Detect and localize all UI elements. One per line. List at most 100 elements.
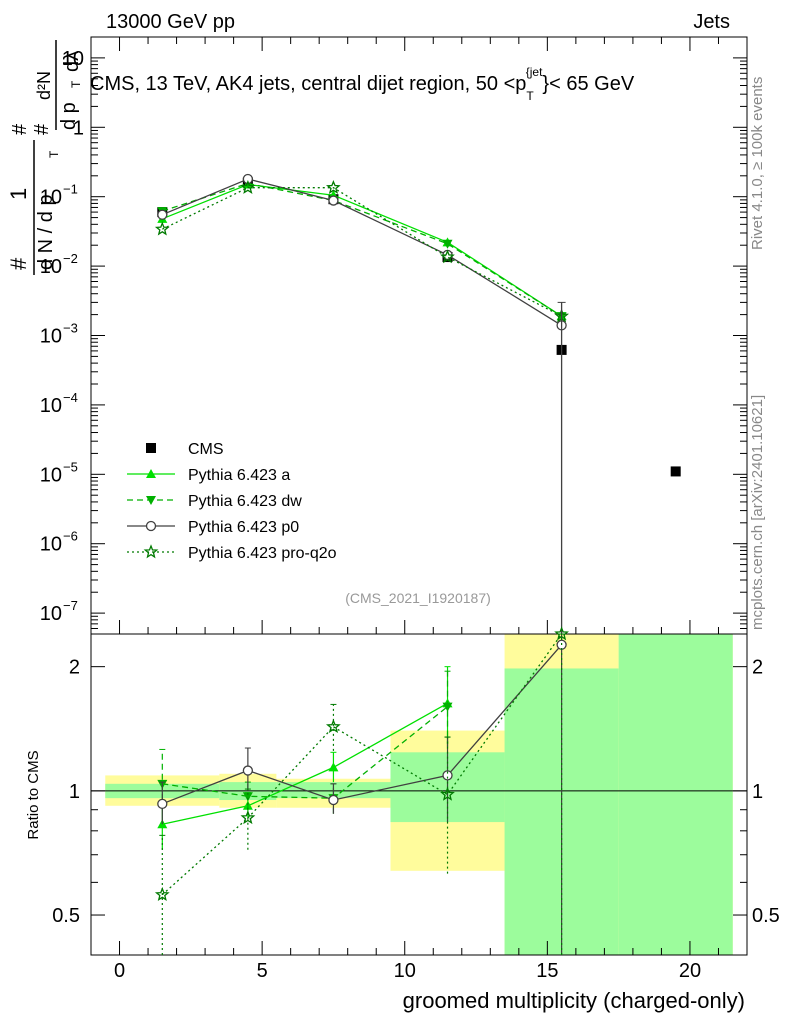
ratio-series	[154, 626, 569, 955]
ratio-data-point	[240, 810, 256, 825]
main-data-point	[240, 179, 256, 194]
legend-label: Pythia 6.423 dw	[188, 493, 302, 510]
ratio-stat-band	[618, 634, 733, 955]
ratio-y-tick-label-right: 1	[752, 781, 763, 803]
ratio-data-point	[154, 886, 170, 902]
ylabel-hash: #	[6, 257, 31, 270]
ratio-series-line	[162, 702, 448, 825]
ratio-bands	[105, 634, 733, 955]
legend: CMS Pythia 6.423 a Pythia 6.423 dw Pythia 6…	[127, 441, 337, 562]
ratio-series-line	[161, 633, 563, 896]
main-y-tick-exponent: −1	[63, 182, 78, 197]
energy-label: 13000 GeV pp	[106, 11, 235, 33]
ratio-series-line	[162, 706, 448, 799]
ratio-x-tick-label: 0	[114, 960, 125, 982]
ratio-axes: 0.5 0.51 12 20 5 10 15 20	[52, 633, 780, 982]
ratio-data-point	[442, 770, 453, 781]
main-data-point	[670, 466, 681, 477]
ratio-data-point	[554, 626, 569, 641]
ratio-data-point	[328, 762, 339, 772]
ylabel-dpt: d p	[58, 102, 80, 130]
ratio-x-tick-label: 5	[257, 960, 268, 982]
main-y-tick-label: 10	[40, 534, 62, 556]
main-title: CMS, 13 TeV, AK4 jets, central dijet reg…	[90, 65, 635, 103]
main-data-point	[157, 209, 168, 220]
main-y-tick-label: 1	[73, 117, 84, 139]
ylabel-t-sub: T	[47, 150, 61, 158]
analysis-watermark: (CMS_2021_I1920187)	[345, 590, 491, 606]
ratio-data-point	[242, 792, 253, 802]
ratio-y-tick-label-right: 0.5	[752, 905, 780, 927]
legend-label: CMS	[188, 441, 224, 458]
main-series-line	[162, 187, 562, 317]
jets-label: Jets	[693, 11, 730, 33]
ratio-series-star-open	[154, 626, 569, 955]
ylabel-hash-3: #	[31, 123, 53, 135]
rivet-version-label: Rivet 4.1.0, ≥ 100k events	[749, 77, 766, 250]
main-y-axis-label: # 1 d N / d p T # d²N # d p T dλ	[6, 40, 83, 275]
ratio-data-point	[328, 794, 339, 806]
ylabel-dlambda: dλ	[61, 51, 83, 72]
ratio-data-point	[242, 765, 254, 776]
ylabel-one: 1	[6, 188, 31, 200]
main-series-triangle-down	[157, 179, 567, 322]
main-y-tick-label: 10	[40, 256, 62, 278]
main-y-tick-label: 10	[40, 187, 62, 209]
ratio-data-point	[442, 702, 453, 712]
ratio-y-tick-label-left: 0.5	[52, 905, 80, 927]
legend-label: Pythia 6.423 p0	[188, 519, 299, 536]
main-title-text: CMS, 13 TeV, AK4 jets, central dijet reg…	[90, 65, 635, 103]
ratio-y-tick-label-right: 2	[752, 657, 763, 679]
legend-label: Pythia 6.423 pro-q2o	[188, 545, 337, 562]
main-series-star-open	[154, 179, 569, 323]
main-series-line	[162, 178, 562, 326]
main-data-point	[442, 239, 453, 249]
x-axis-label: groomed multiplicity (charged-only)	[403, 988, 745, 1013]
main-series-square	[157, 177, 681, 477]
main-series-triangle-up	[157, 179, 567, 321]
main-y-tick-exponent: −5	[63, 459, 78, 474]
ratio-y-axis-label: Ratio to CMS	[25, 750, 42, 839]
ratio-x-tick-label: 15	[536, 960, 558, 982]
ylabel-t-sub-2: T	[69, 80, 83, 88]
ratio-y-tick-label-left: 1	[69, 781, 80, 803]
main-data-point	[242, 173, 254, 185]
main-data-point	[154, 221, 170, 236]
main-y-tick-label: 10	[40, 464, 62, 486]
main-y-tick-exponent: −4	[63, 390, 78, 405]
legend-marker	[146, 469, 156, 478]
ratio-data-point	[325, 719, 341, 734]
ylabel-dn-dpt: d N / d p	[35, 194, 57, 270]
main-y-tick-label: 10	[40, 395, 62, 417]
main-y-tick-label: 10	[40, 326, 62, 348]
legend-marker	[146, 443, 156, 453]
main-data-point	[326, 179, 341, 194]
ylabel-d2n: d²N	[34, 71, 54, 100]
main-y-tick-label: 10	[62, 48, 84, 70]
main-y-tick-label: 10	[40, 603, 62, 625]
main-series	[154, 173, 681, 634]
ratio-frame	[90, 633, 748, 956]
main-y-tick-exponent: −2	[63, 251, 78, 266]
main-y-tick-exponent: −3	[63, 321, 78, 336]
mcplots-label: mcplots.cern.ch [arXiv:2401.10621]	[749, 395, 766, 630]
ratio-x-tick-label: 10	[394, 960, 416, 982]
legend-marker	[145, 520, 157, 532]
legend-marker	[143, 544, 159, 559]
ratio-data-point	[440, 786, 455, 801]
main-y-tick-exponent: −7	[63, 598, 78, 613]
ratio-data-point	[157, 798, 168, 809]
main-y-tick-exponent: −6	[63, 529, 78, 544]
main-series-circle-open	[157, 173, 567, 331]
legend-marker	[146, 496, 156, 505]
ratio-y-tick-label-left: 2	[69, 657, 80, 679]
main-series-line	[162, 183, 562, 317]
legend-label: Pythia 6.423 a	[188, 467, 290, 484]
main-data-point	[328, 195, 339, 206]
main-data-point	[440, 249, 455, 264]
main-series-line	[162, 182, 562, 317]
ratio-x-tick-label: 20	[679, 960, 701, 982]
